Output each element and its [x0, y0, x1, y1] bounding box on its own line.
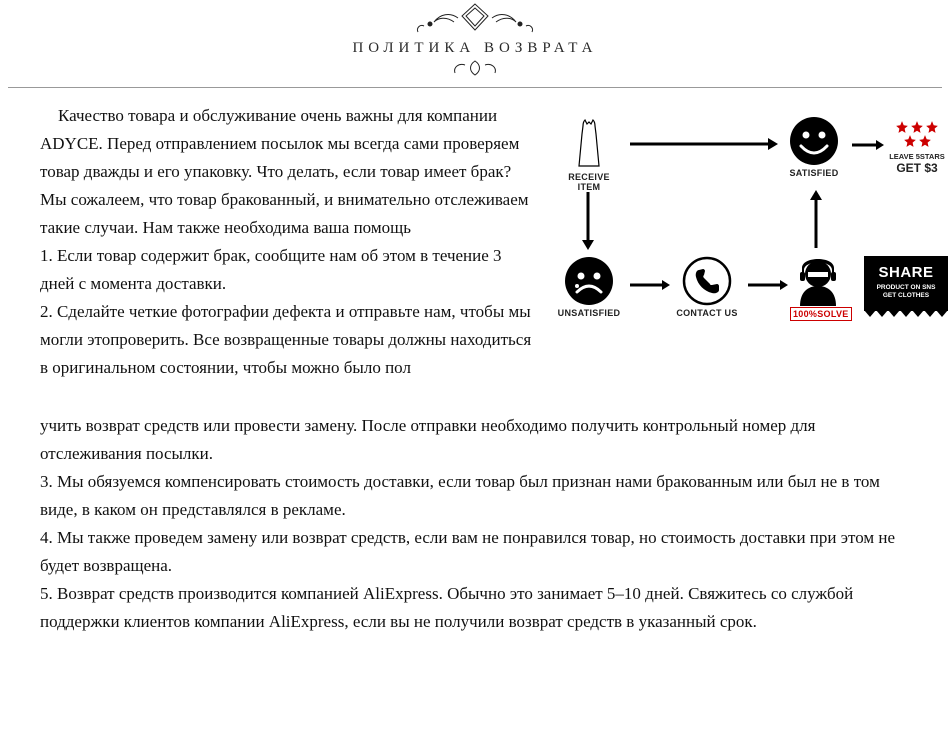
policy-item-4: 4. Мы также проведем замену или возврат …: [40, 524, 910, 580]
node-satisfied: SATISFIED: [782, 116, 846, 178]
node-unsatisfied: UNSATISFIED: [556, 256, 622, 318]
arrow-right-1: [628, 134, 778, 159]
stars-row-1: [886, 120, 948, 134]
label-leave-stars: LEAVE 5STARS: [886, 152, 948, 161]
intro-paragraph: Качество товара и обслуживание очень важ…: [40, 102, 540, 242]
flow-diagram: RECEIVE ITEM SATISFIED: [550, 102, 910, 402]
node-solve: 100%SOLVE: [790, 254, 846, 321]
stars-row-2: [886, 134, 948, 148]
policy-item-5: 5. Возврат средств производится компание…: [40, 580, 910, 636]
left-text-column: Качество товара и обслуживание очень важ…: [40, 102, 540, 402]
label-receive: RECEIVE ITEM: [556, 172, 622, 192]
node-share: SHARE PRODUCT ON SNS GET CLOTHES: [864, 256, 948, 311]
arrow-down-1: [578, 190, 598, 255]
label-contact: CONTACT US: [674, 308, 740, 318]
policy-item-2b: учить возврат средств или провести замен…: [40, 412, 910, 468]
policy-item-2a: 2. Сделайте четкие фотографии дефекта и …: [40, 298, 540, 382]
label-share-sub1: PRODUCT ON SNS: [868, 284, 944, 292]
arrow-up-1: [806, 188, 826, 255]
page-header: ПОЛИТИКА ВОЗВРАТА: [0, 0, 950, 87]
label-share: SHARE: [868, 264, 944, 281]
label-share-sub2: GET CLOTHES: [868, 292, 944, 300]
arrow-right-2: [850, 138, 884, 157]
node-receive-item: RECEIVE ITEM: [556, 118, 622, 192]
page-title: ПОЛИТИКА ВОЗВРАТА: [0, 40, 950, 57]
label-satisfied: SATISFIED: [782, 168, 846, 178]
arrow-right-3: [628, 278, 670, 297]
content-area: Качество товара и обслуживание очень важ…: [0, 88, 950, 636]
ornament-top: [0, 2, 950, 38]
policy-item-3: 3. Мы обязуемся компенсировать стоимость…: [40, 468, 910, 524]
label-unsatisfied: UNSATISFIED: [556, 308, 622, 318]
top-section: Качество товара и обслуживание очень важ…: [40, 102, 910, 402]
label-solve: 100%SOLVE: [790, 307, 852, 321]
node-contact-us: CONTACT US: [674, 256, 740, 318]
label-get-3: GET $3: [886, 161, 948, 175]
policy-item-1: 1. Если товар содержит брак, сообщите на…: [40, 242, 540, 298]
ornament-bottom: [0, 59, 950, 77]
node-leave-stars: LEAVE 5STARS GET $3: [886, 120, 948, 175]
full-width-text: учить возврат средств или провести замен…: [40, 412, 910, 636]
arrow-right-4: [746, 278, 788, 297]
